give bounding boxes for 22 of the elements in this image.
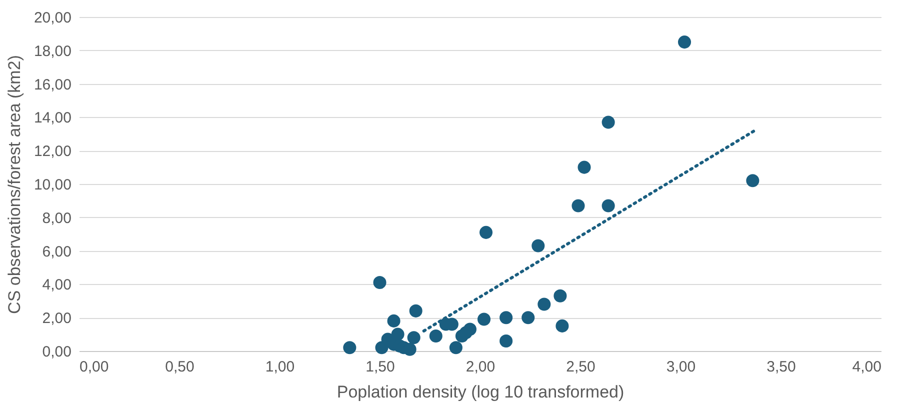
y-tick-label: 4,00: [42, 276, 72, 294]
y-tick-label: 14,00: [34, 110, 72, 127]
x-tick-label: 0,00: [80, 358, 109, 376]
y-tick-label: 6,00: [42, 243, 72, 260]
x-tick-label: 1,00: [265, 358, 295, 376]
y-axis-title: CS observations/forest area (km2): [4, 55, 24, 314]
y-tick-label: 2,00: [42, 310, 72, 328]
y-tick-label: 12,00: [34, 143, 72, 160]
x-tick-label: 2,50: [566, 358, 596, 376]
y-tick-label: 0,00: [42, 344, 72, 360]
x-tick-label: 1,50: [366, 358, 395, 376]
y-tick-label: 10,00: [34, 176, 72, 194]
x-axis-title: Poplation density (log 10 transformed): [336, 382, 624, 402]
x-tick-label: 0,50: [165, 358, 194, 376]
x-tick-label: 3,00: [666, 358, 696, 376]
x-tick-label: 4,00: [852, 358, 882, 376]
y-tick-label: 8,00: [42, 210, 72, 227]
x-tick-label: 2,00: [466, 358, 496, 376]
y-tick-label: 20,00: [34, 10, 72, 26]
x-tick-label: 3,50: [766, 358, 796, 376]
y-tick-label: 16,00: [34, 76, 72, 94]
y-tick-label: 18,00: [34, 42, 72, 60]
